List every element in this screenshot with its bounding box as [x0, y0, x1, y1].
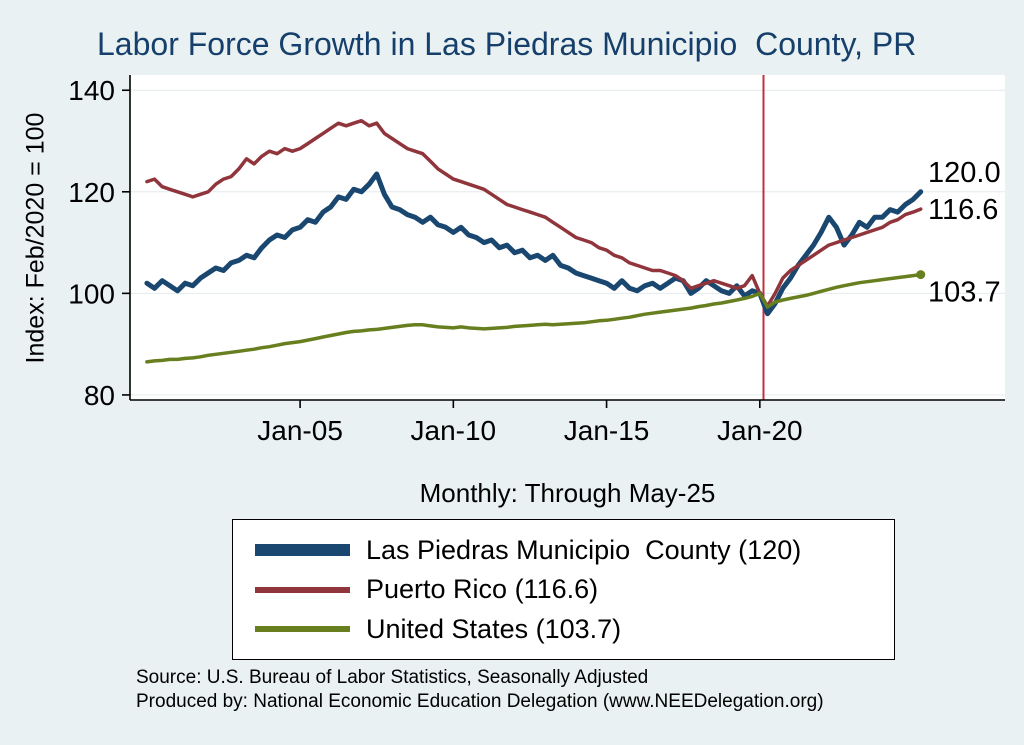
legend-label-las-piedras: Las Piedras Municipio County (120): [366, 534, 802, 565]
x-tick-label: Jan-10: [411, 415, 497, 446]
series-line-united-states: [145, 272, 923, 364]
series-line-las-piedras: [144, 171, 924, 317]
series-end-marker-united-states: [916, 270, 926, 280]
plot-series-group: 80 100 120 140 Jan-05 Jan-10 Jan-15 Jan-20 120.0…: [68, 75, 1005, 446]
y-tick-label: 120: [68, 177, 115, 208]
legend-label-united-states: United States (103.7): [366, 613, 622, 644]
x-tick-label: Jan-15: [564, 415, 650, 446]
legend-swatch-puerto-rico: [255, 586, 350, 593]
series-line-puerto-rico: [145, 118, 923, 308]
y-tick-label: 80: [84, 380, 115, 411]
chart-title: Labor Force Growth in Las Piedras Munici…: [97, 26, 917, 62]
legend-swatch-united-states: [255, 626, 350, 632]
credit-line: Produced by: National Economic Education…: [136, 691, 824, 713]
y-tick-label: 140: [68, 75, 115, 106]
y-tick-label: 100: [68, 278, 115, 309]
legend-item-las-piedras: Las Piedras Municipio County (120): [255, 535, 894, 566]
legend-swatch-las-piedras: [255, 544, 350, 556]
x-tick-label: Jan-05: [257, 415, 343, 446]
plot-background: [130, 75, 1005, 400]
x-axis-subtitle: Monthly: Through May-25: [419, 478, 716, 508]
source-line: Source: U.S. Bureau of Labor Statistics,…: [136, 667, 649, 688]
source-note: Source: U.S. Bureau of Labor Statistics,…: [136, 666, 824, 715]
y-axis-label: Index: Feb/2020 = 100: [21, 112, 50, 364]
legend: Las Piedras Municipio County (120) Puert…: [232, 519, 895, 660]
legend-label-puerto-rico: Puerto Rico (116.6): [366, 574, 599, 604]
legend-item-united-states: United States (103.7): [255, 614, 894, 645]
x-tick-label: Jan-20: [717, 415, 803, 446]
end-value-label-2: 103.7: [928, 277, 1001, 309]
end-value-label-1: 116.6: [928, 194, 998, 226]
legend-item-puerto-rico: Puerto Rico (116.6): [255, 574, 894, 605]
end-value-label-0: 120.0: [928, 157, 1001, 189]
